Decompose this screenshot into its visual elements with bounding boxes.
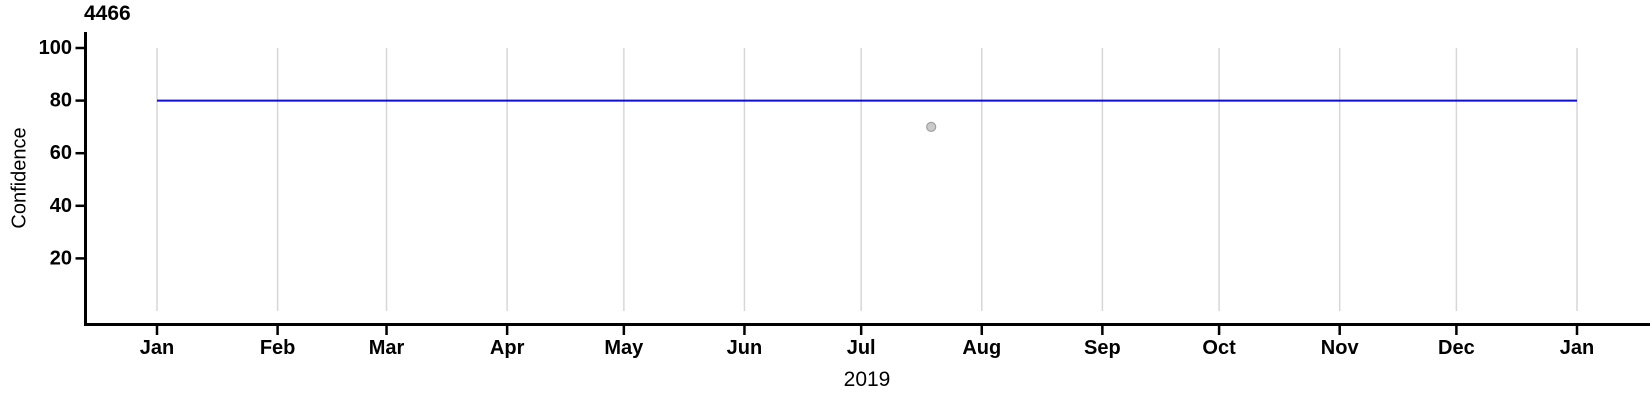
x-tick-label-11-dec: Dec — [1438, 337, 1475, 359]
x-tick-label-5-jun: Jun — [727, 337, 763, 359]
x-tick-label-4-may: May — [604, 337, 644, 359]
y-tick-label-80: 80 — [50, 90, 72, 112]
x-tick-label-8-sep: Sep — [1084, 337, 1121, 359]
x-tick-label-10-nov: Nov — [1321, 337, 1360, 359]
x-tick-label-7-aug: Aug — [962, 337, 1001, 359]
x-tick-label-1-feb: Feb — [260, 337, 296, 359]
x-tick-label-9-oct: Oct — [1202, 337, 1236, 359]
x-tick-label-2-mar: Mar — [369, 337, 405, 359]
x-tick-label-0-jan: Jan — [140, 337, 174, 359]
x-tick-label-12-jan: Jan — [1560, 337, 1594, 359]
x-axis-title: 2019 — [843, 368, 891, 391]
chart-title: 4466 — [84, 2, 131, 25]
y-tick-label-100: 100 — [39, 37, 72, 59]
observation-point — [926, 121, 937, 133]
y-tick-label-60: 60 — [50, 142, 72, 164]
y-tick-label-40: 40 — [50, 195, 72, 217]
x-tick-label-3-apr: Apr — [490, 337, 525, 359]
y-tick-label-20: 20 — [50, 247, 72, 269]
x-tick-label-6-jul: Jul — [847, 337, 876, 359]
